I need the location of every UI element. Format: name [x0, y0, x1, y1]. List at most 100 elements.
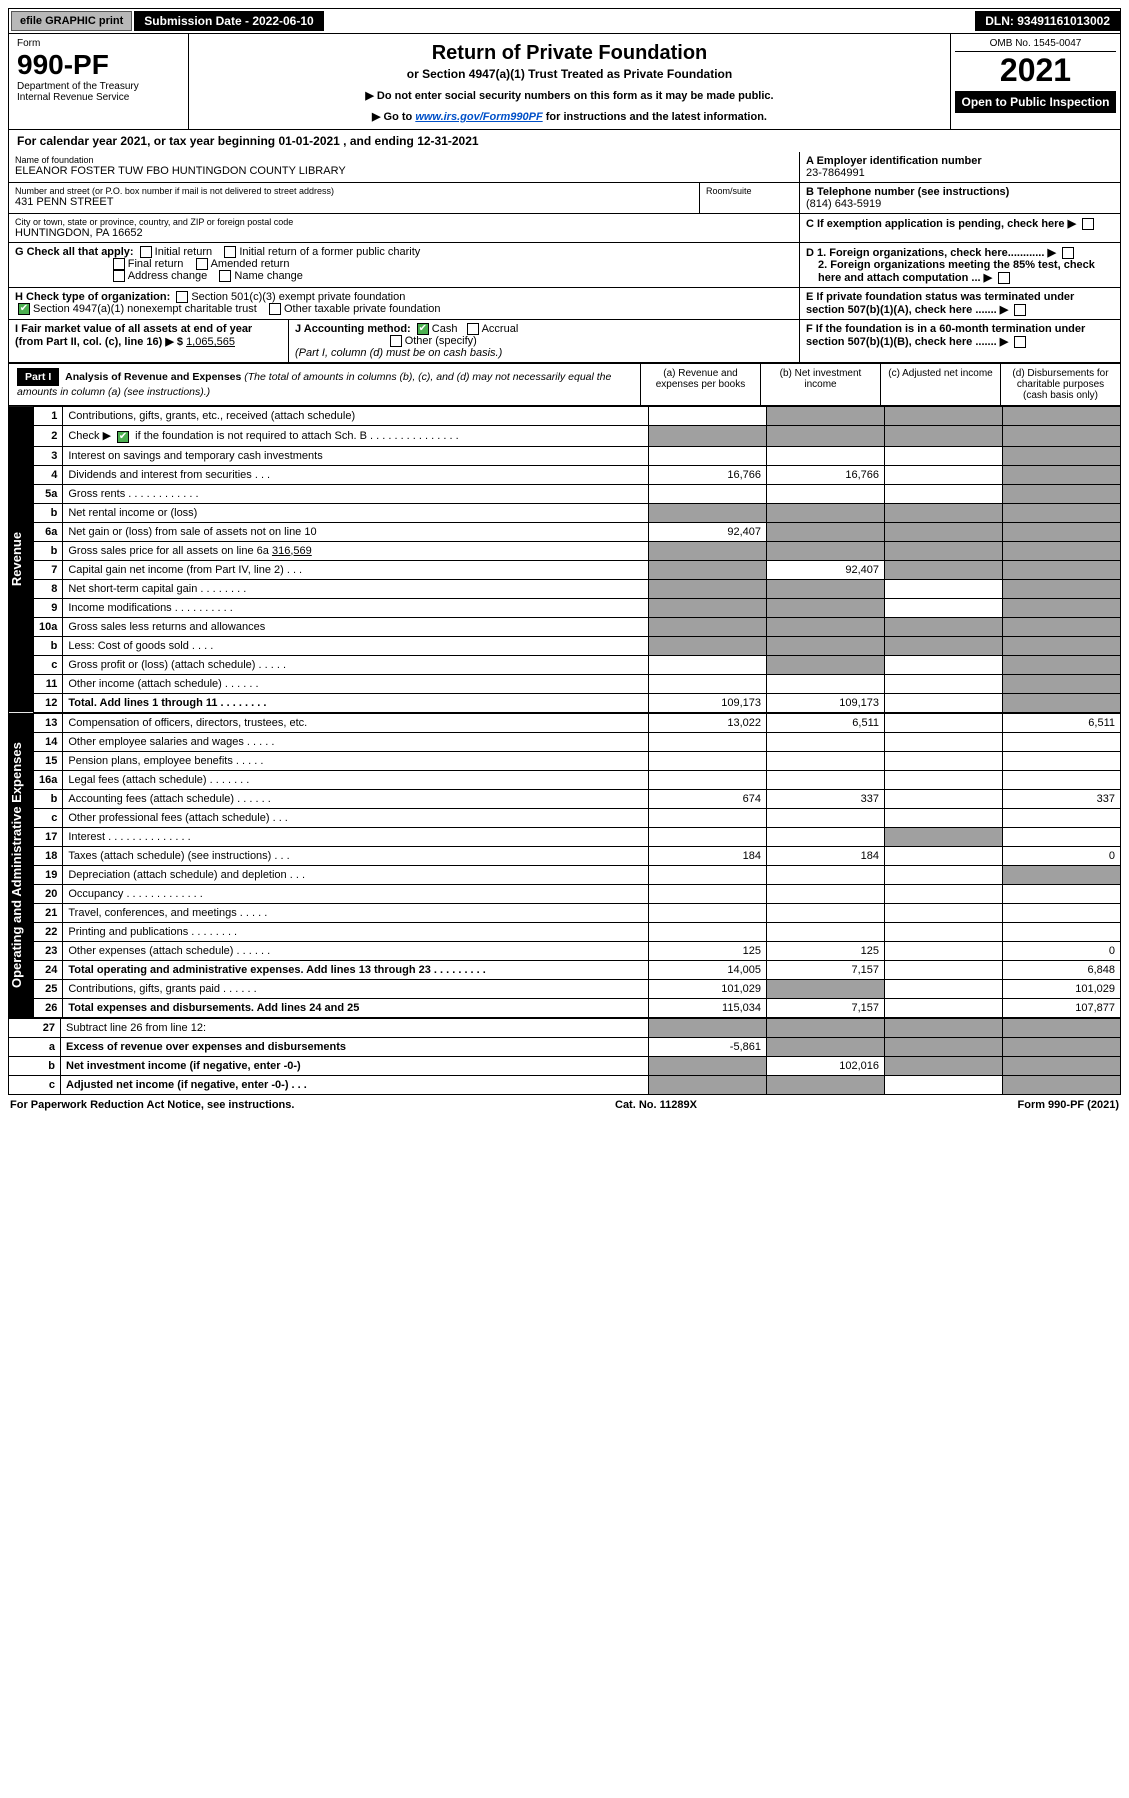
efile-print-button[interactable]: efile GRAPHIC print: [11, 11, 132, 31]
name-change-check[interactable]: [219, 270, 231, 282]
dept-treasury: Department of the Treasury: [17, 81, 180, 92]
h-501c3-check[interactable]: [176, 291, 188, 303]
e-label: E If private foundation status was termi…: [806, 291, 1074, 316]
expenses-side-label: Operating and Administrative Expenses: [9, 713, 33, 1018]
l13-d: 6,511: [1003, 713, 1121, 732]
cal-year-pre: For calendar year 2021, or tax year begi…: [17, 134, 278, 148]
dln-label: DLN: 93491161013002: [975, 11, 1120, 31]
line-19: Depreciation (attach schedule) and deple…: [63, 865, 649, 884]
initial-return-check[interactable]: [140, 246, 152, 258]
line-9: Income modifications . . . . . . . . . .: [63, 598, 649, 617]
line-21: Travel, conferences, and meetings . . . …: [63, 903, 649, 922]
l24-b: 7,157: [767, 960, 885, 979]
line-10b: Less: Cost of goods sold . . . .: [63, 636, 649, 655]
l25-d: 101,029: [1003, 979, 1121, 998]
g-opt-5: Name change: [234, 270, 303, 282]
city-value: HUNTINGDON, PA 16652: [15, 227, 793, 239]
l13-a: 13,022: [649, 713, 767, 732]
revenue-side-label: Revenue: [9, 406, 33, 712]
foundation-name-label: Name of foundation: [15, 155, 793, 165]
e-check[interactable]: [1014, 304, 1026, 316]
part1-header: Part I Analysis of Revenue and Expenses …: [8, 363, 1121, 406]
line-1: Contributions, gifts, grants, etc., rece…: [63, 407, 649, 426]
arrow-icon: ▶: [1068, 218, 1076, 230]
address-change-check[interactable]: [113, 270, 125, 282]
expenses-table: 13Compensation of officers, directors, t…: [33, 713, 1121, 1018]
note-ssn: ▶ Do not enter social security numbers o…: [195, 89, 944, 102]
d1-label: D 1. Foreign organizations, check here..…: [806, 247, 1044, 259]
city-label: City or town, state or province, country…: [15, 217, 793, 227]
l18-b: 184: [767, 846, 885, 865]
d1-check[interactable]: [1062, 247, 1074, 259]
l4-b: 16,766: [767, 465, 885, 484]
irs-link[interactable]: www.irs.gov/Form990PF: [415, 111, 542, 123]
line-18: Taxes (attach schedule) (see instruction…: [63, 846, 649, 865]
l6b-val: 316,569: [272, 545, 312, 557]
l12-a: 109,173: [649, 693, 767, 712]
cal-year-end: 12-31-2021: [417, 134, 478, 148]
cal-year-begin: 01-01-2021: [278, 134, 339, 148]
form-header: Form 990-PF Department of the Treasury I…: [8, 34, 1121, 130]
l23-d: 0: [1003, 941, 1121, 960]
revenue-table: 1Contributions, gifts, grants, etc., rec…: [33, 406, 1121, 712]
g-opt-0: Initial return: [155, 246, 212, 258]
line-22: Printing and publications . . . . . . . …: [63, 922, 649, 941]
tax-year: 2021: [955, 52, 1116, 89]
room-label: Room/suite: [706, 186, 793, 196]
col-a-hdr: (a) Revenue and expenses per books: [640, 364, 760, 405]
col-d-hdr: (d) Disbursements for charitable purpose…: [1000, 364, 1120, 405]
h-opt2: Section 4947(a)(1) nonexempt charitable …: [33, 303, 257, 315]
part1-label: Part I: [17, 368, 59, 386]
calendar-year-row: For calendar year 2021, or tax year begi…: [8, 130, 1121, 152]
submission-date: Submission Date - 2022-06-10: [134, 11, 323, 31]
initial-former-check[interactable]: [224, 246, 236, 258]
i-value: 1,065,565: [186, 336, 235, 348]
d2-check[interactable]: [998, 272, 1010, 284]
f-label: F If the foundation is in a 60-month ter…: [806, 323, 1085, 348]
open-public: Open to Public Inspection: [955, 91, 1116, 113]
note-link: ▶ Go to www.irs.gov/Form990PF for instru…: [195, 110, 944, 123]
form-label: Form: [17, 38, 180, 49]
phone-label: B Telephone number (see instructions): [806, 186, 1114, 198]
note-pre: ▶ Go to: [372, 111, 415, 123]
line-24: Total operating and administrative expen…: [63, 960, 649, 979]
line-10c: Gross profit or (loss) (attach schedule)…: [63, 655, 649, 674]
h-other-check[interactable]: [269, 303, 281, 315]
exemption-pending-check[interactable]: [1082, 218, 1094, 230]
amended-return-check[interactable]: [196, 258, 208, 270]
note-post: for instructions and the latest informat…: [543, 111, 767, 123]
line-14: Other employee salaries and wages . . . …: [63, 732, 649, 751]
line-25: Contributions, gifts, grants paid . . . …: [63, 979, 649, 998]
line-8: Net short-term capital gain . . . . . . …: [63, 579, 649, 598]
l16b-b: 337: [767, 789, 885, 808]
j-accrual-check[interactable]: [467, 323, 479, 335]
j-other-check[interactable]: [390, 335, 402, 347]
final-return-check[interactable]: [113, 258, 125, 270]
top-bar: efile GRAPHIC print Submission Date - 20…: [8, 8, 1121, 34]
col-b-hdr: (b) Net investment income: [760, 364, 880, 405]
l23-a: 125: [649, 941, 767, 960]
f-check[interactable]: [1014, 336, 1026, 348]
h-4947-check[interactable]: ✔: [18, 303, 30, 315]
g-opt-3: Amended return: [211, 258, 290, 270]
h-label: H Check type of organization:: [15, 291, 170, 303]
line-27b: Net investment income (if negative, ente…: [61, 1056, 649, 1075]
omb-number: OMB No. 1545-0047: [955, 38, 1116, 52]
ein-value: 23-7864991: [806, 167, 1114, 179]
address-label: Number and street (or P.O. box number if…: [15, 186, 693, 196]
l27b-b: 102,016: [767, 1056, 885, 1075]
form-title: Return of Private Foundation: [195, 42, 944, 65]
schb-check[interactable]: ✔: [117, 431, 129, 443]
line-6a: Net gain or (loss) from sale of assets n…: [63, 522, 649, 541]
line-16a: Legal fees (attach schedule) . . . . . .…: [63, 770, 649, 789]
line-4: Dividends and interest from securities .…: [63, 465, 649, 484]
g-opt-1: Initial return of a former public charit…: [239, 246, 420, 258]
l13-b: 6,511: [767, 713, 885, 732]
l26-a: 115,034: [649, 998, 767, 1017]
line-5b: Net rental income or (loss): [63, 503, 649, 522]
j-cash: Cash: [432, 323, 458, 335]
line-10a: Gross sales less returns and allowances: [63, 617, 649, 636]
j-cash-check[interactable]: ✔: [417, 323, 429, 335]
line-27: Subtract line 26 from line 12:: [61, 1018, 649, 1037]
h-opt1: Section 501(c)(3) exempt private foundat…: [191, 291, 405, 303]
